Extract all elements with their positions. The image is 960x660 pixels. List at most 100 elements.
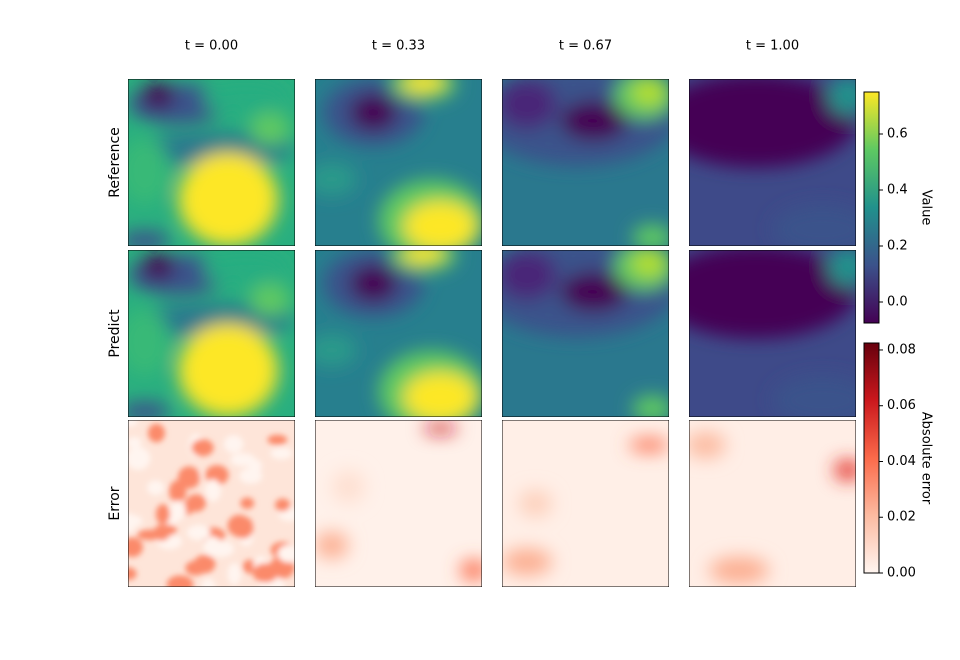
heatmap-panel xyxy=(128,79,295,246)
blob xyxy=(203,82,287,116)
blob xyxy=(331,470,366,504)
colorbar-label: Absolute error xyxy=(919,412,934,505)
blob xyxy=(632,79,666,106)
blob xyxy=(203,536,222,557)
blob xyxy=(223,435,244,454)
blob xyxy=(502,548,553,576)
blobs xyxy=(315,79,482,246)
blob xyxy=(205,479,221,502)
blob xyxy=(147,480,165,496)
blob xyxy=(141,82,175,110)
heatmap-panel xyxy=(315,250,482,417)
heatmap-panel xyxy=(128,250,295,417)
blob xyxy=(315,162,357,196)
heatmap-panel xyxy=(689,420,856,587)
blob xyxy=(401,250,446,264)
blob xyxy=(315,531,349,559)
blob xyxy=(185,494,206,512)
blob xyxy=(186,524,211,541)
blobs xyxy=(502,250,669,417)
colorbar-tick-label: 0.4 xyxy=(887,183,908,198)
blobs xyxy=(315,423,482,581)
heatmap-panel xyxy=(315,79,482,246)
blob xyxy=(227,562,242,586)
blob xyxy=(240,497,255,509)
colorbar-label: Value xyxy=(919,190,934,226)
blob xyxy=(128,308,170,376)
blobs xyxy=(689,431,856,584)
blobs xyxy=(128,82,295,246)
blob xyxy=(267,434,288,445)
blob xyxy=(632,395,669,417)
blob xyxy=(128,537,143,558)
blob xyxy=(178,152,279,246)
blobs xyxy=(502,79,669,246)
row-label: Reference xyxy=(107,127,123,198)
blobs xyxy=(502,438,669,576)
blob xyxy=(689,431,726,459)
column-title: t = 0.00 xyxy=(185,39,238,54)
blob xyxy=(249,283,290,317)
blob xyxy=(191,439,214,457)
blob xyxy=(270,447,293,460)
blob xyxy=(252,563,279,583)
colorbar-tick-label: 0.04 xyxy=(887,454,916,469)
blob xyxy=(401,79,446,93)
blob xyxy=(230,453,256,467)
blob xyxy=(423,423,457,434)
blob xyxy=(827,79,856,116)
blob xyxy=(141,253,175,281)
colorbar xyxy=(863,91,880,324)
blob xyxy=(185,560,207,576)
blob xyxy=(403,371,477,417)
blob xyxy=(403,200,477,246)
blob xyxy=(227,514,251,537)
colorbar-tick-label: 0.6 xyxy=(887,127,908,142)
blob xyxy=(350,265,397,302)
blob xyxy=(772,375,856,417)
blob xyxy=(128,446,151,470)
blob xyxy=(350,94,397,131)
panel-bg xyxy=(315,420,482,587)
heatmap-panel xyxy=(128,420,295,587)
heatmap-panel xyxy=(689,79,856,246)
blob xyxy=(460,560,482,581)
blob xyxy=(178,323,279,417)
blobs xyxy=(128,420,295,587)
blob xyxy=(239,468,263,484)
blob xyxy=(128,132,295,166)
blob xyxy=(128,137,170,205)
blob xyxy=(203,253,287,287)
blob xyxy=(628,438,669,452)
blob xyxy=(201,578,216,587)
blobs xyxy=(689,79,856,246)
blobs xyxy=(315,250,482,417)
heatmap-panel xyxy=(502,420,669,587)
colorbar-tick-label: 0.0 xyxy=(887,295,908,310)
blob xyxy=(632,224,669,246)
blob xyxy=(560,100,628,141)
heatmap-panel xyxy=(689,250,856,417)
blob xyxy=(632,250,666,277)
colorbar xyxy=(863,342,880,574)
blob xyxy=(128,303,295,337)
blob xyxy=(560,271,628,312)
colorbar-tick-label: 0.06 xyxy=(887,398,916,413)
blob xyxy=(166,575,194,587)
blob xyxy=(249,112,290,146)
blob xyxy=(128,401,170,417)
blob xyxy=(128,230,170,246)
blob xyxy=(169,500,186,521)
blob xyxy=(128,514,143,528)
blob xyxy=(147,423,165,443)
column-title: t = 0.67 xyxy=(559,39,612,54)
blob xyxy=(502,250,558,301)
colorbar-tick-label: 0.00 xyxy=(887,566,916,581)
blob xyxy=(772,204,856,246)
blob xyxy=(689,79,856,168)
blob xyxy=(827,250,856,287)
colorbar-tick-label: 0.2 xyxy=(887,239,908,254)
column-title: t = 0.33 xyxy=(372,39,425,54)
blob xyxy=(502,79,558,130)
